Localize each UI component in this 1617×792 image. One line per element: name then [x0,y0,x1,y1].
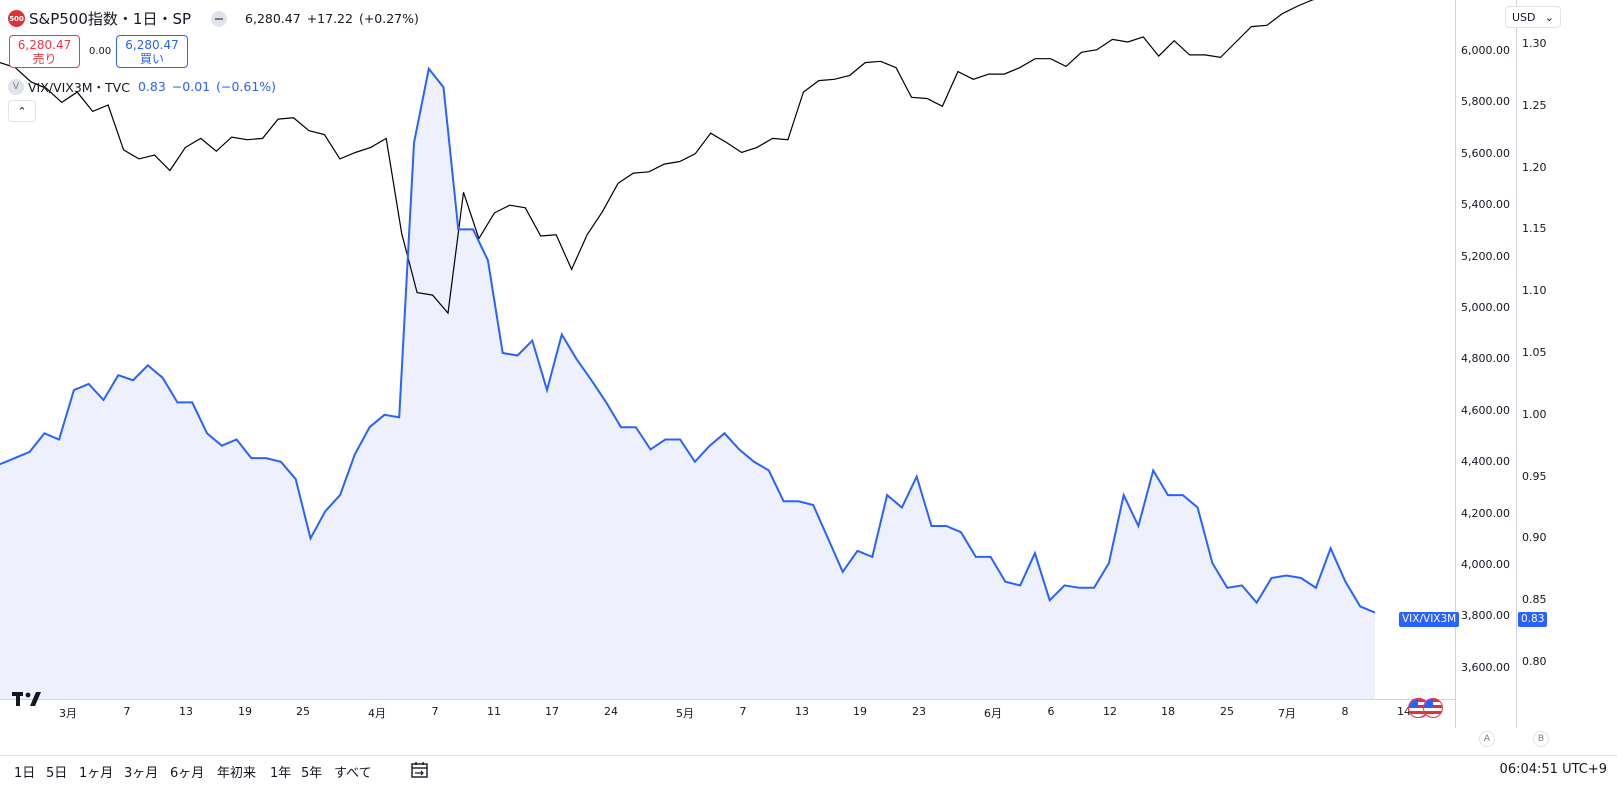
ratio-change: −0.01 [171,79,211,94]
time-axis-label: 7 [739,705,747,718]
ratio-axis-label: 1.15 [1522,222,1547,236]
time-axis-label: 19 [853,705,867,718]
chevron-up-icon: ⌃ [17,104,27,118]
ratio-axis-label: 0.90 [1522,531,1547,545]
range-button[interactable]: 3ヶ月 [124,766,159,781]
ratio-series-line[interactable] [0,66,1376,614]
time-axis-separator [0,699,1455,700]
range-button[interactable]: 年初来 [217,766,257,781]
ratio-axis-label: 0.95 [1522,469,1547,483]
price-axis-label: 4,000.00 [1461,558,1510,571]
series-value-tag: 0.83 [1518,612,1548,627]
series-name-tag: VIX/VIX3M [1399,612,1460,627]
time-axis-label: 25 [1220,705,1234,718]
sell-price: 6,280.47 [17,38,72,52]
time-axis-label: 4月 [368,707,386,720]
price-axis-label: 5,400.00 [1461,198,1510,212]
ratio-axis-label: 1.00 [1522,407,1547,421]
ratio-axis-label: 0.85 [1522,593,1547,607]
time-axis-label: 14 [1397,705,1411,718]
range-button[interactable]: 5年 [301,766,323,781]
time-axis-label: 17 [545,705,559,718]
chart-area[interactable] [0,0,1500,722]
time-axis-label: 7 [431,705,439,718]
clock[interactable]: 06:04:51 UTC+9 [1499,762,1607,777]
sell-button[interactable]: 6,280.47 売り [9,35,80,68]
hide-series-icon[interactable] [211,10,228,27]
time-axis-label: 23 [912,705,926,718]
symbol-title[interactable]: S&P500指数・1日・SP [29,10,192,28]
time-axis-label: 5月 [676,707,694,720]
ratio-name[interactable]: VIX/VIX3M・TVC [28,80,130,95]
sell-label: 売り [32,52,57,66]
time-axis-label: 19 [238,705,252,718]
price-axis-label: 3,600.00 [1461,660,1510,674]
ratio-axis-separator [1516,0,1517,728]
tradingview-logo[interactable] [12,692,42,706]
sp500-symbol-icon: 500 [8,10,25,27]
ratio-legend: V VIX/VIX3M・TVC 0.83 −0.01 (−0.61%) [8,77,276,96]
time-axis-label: 3月 [59,707,77,720]
ratio-area-fill [0,68,1375,699]
buy-price: 6,280.47 [125,38,179,52]
range-button[interactable]: 1日 [14,766,36,781]
ratio-axis-label: 1.10 [1522,284,1547,298]
spread-value: 0.00 [89,46,112,57]
price-axis-label: 5,800.00 [1461,95,1510,109]
range-button[interactable]: 1年 [270,766,292,781]
range-button[interactable]: 5日 [46,766,68,781]
bottom-toolbar [0,755,1617,792]
currency-value: USD [1512,10,1536,24]
price-axis-label: 6,000.00 [1461,44,1510,57]
us-flag-icon-2[interactable] [1423,698,1443,718]
price-axis-label: 4,200.00 [1461,506,1510,520]
price-axis-label: 5,200.00 [1461,249,1510,263]
price-axis-separator [1455,0,1456,728]
price-axis-label: 4,600.00 [1461,403,1510,417]
last-price: 6,280.47 [245,11,301,26]
time-axis-label: 6月 [984,707,1002,720]
ratio-symbol-icon: V [8,78,24,95]
time-axis-label: 18 [1161,705,1175,718]
ratio-axis-label: 0.80 [1522,655,1547,668]
time-axis-label: 6 [1047,705,1055,718]
main-legend: 500 S&P500指数・1日・SP 6,280.47 +17.22 (+0.2… [8,8,425,29]
chart-svg[interactable] [0,0,1500,722]
calendar-range-icon[interactable] [410,760,430,780]
range-button[interactable]: すべて [334,766,372,781]
time-axis-label: 13 [179,705,193,718]
price-axis-label: 5,600.00 [1461,146,1510,160]
price-axis-label: 3,800.00 [1461,609,1510,623]
buy-label: 買い [139,52,164,66]
time-axis-label: 11 [487,705,501,718]
sp500-series-line[interactable] [0,0,1375,315]
price-change: +17.22 [306,11,353,26]
time-axis-label: 24 [604,705,618,718]
chevron-down-icon: ⌄ [1544,10,1554,24]
log-scale-button[interactable]: B [1533,731,1549,747]
currency-select[interactable]: USD ⌄ [1505,6,1561,28]
time-axis-label: 13 [795,705,809,718]
price-axis-label: 5,000.00 [1461,301,1510,314]
time-axis-label: 7月 [1278,707,1296,720]
price-axis-label: 4,400.00 [1461,455,1510,469]
price-axis-label: 4,800.00 [1461,352,1510,366]
ratio-axis-label: 1.20 [1522,160,1547,174]
time-axis-label: 12 [1103,705,1117,718]
range-button[interactable]: 1ヶ月 [79,766,114,781]
time-axis-label: 8 [1341,705,1349,718]
ratio-axis-label: 1.05 [1522,346,1547,359]
collapse-legend-button[interactable]: ⌃ [8,100,36,122]
time-axis-label: 7 [123,705,131,718]
buy-button[interactable]: 6,280.47 買い [116,35,188,68]
ratio-value: 0.83 [137,79,166,94]
ratio-axis-label: 1.30 [1522,37,1547,50]
range-button[interactable]: 6ヶ月 [170,766,205,781]
auto-scale-button[interactable]: A [1479,731,1495,747]
ratio-axis-label: 1.25 [1522,98,1547,112]
time-axis-label: 25 [296,705,310,718]
price-change-pct: (+0.27%) [358,11,419,26]
ratio-change-pct: (−0.61%) [216,79,277,94]
